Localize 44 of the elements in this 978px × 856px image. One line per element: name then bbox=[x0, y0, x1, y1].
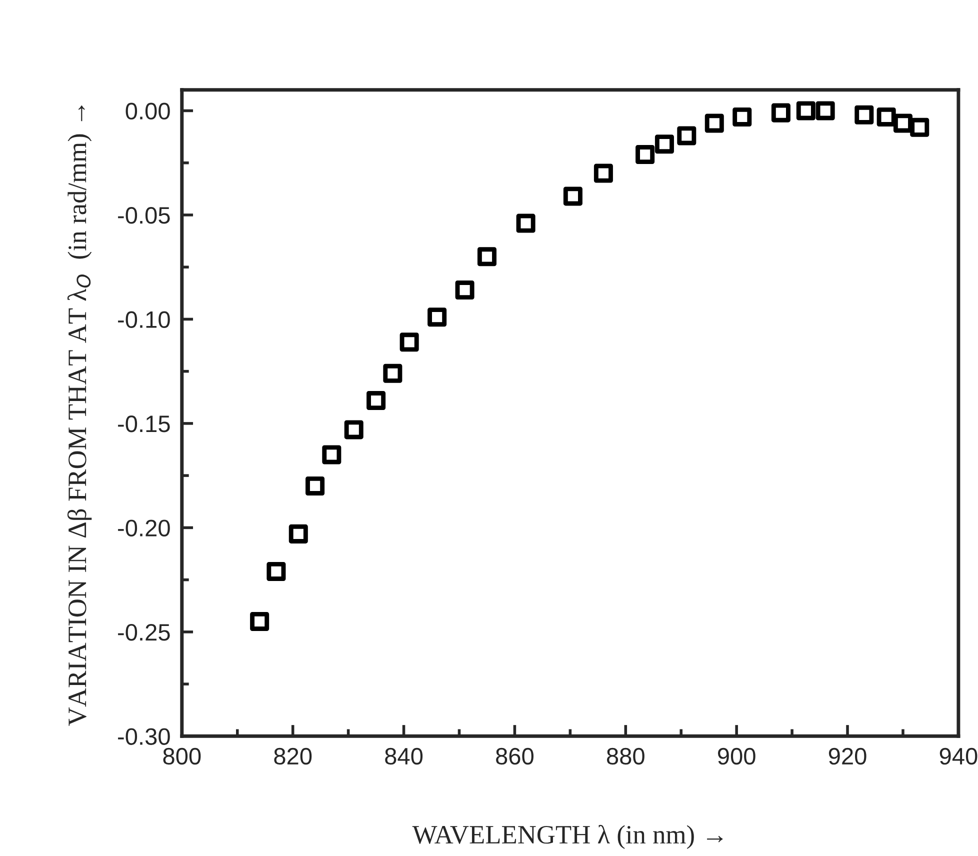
point bbox=[854, 105, 874, 124]
point bbox=[400, 332, 419, 352]
y-tick-label: -0.10 bbox=[118, 311, 170, 328]
y-tick-label: -0.20 bbox=[118, 520, 170, 536]
point bbox=[516, 214, 536, 233]
point bbox=[322, 445, 342, 464]
x-tick-label: 880 bbox=[606, 748, 644, 765]
point bbox=[677, 126, 696, 146]
x-tick-label: 940 bbox=[940, 748, 978, 765]
point bbox=[876, 107, 896, 126]
y-axis-title: VARIATION IN Δβ FROM THAT AT λ$_{O}$ (in rad/mm) → bbox=[67, 106, 92, 726]
y-tick-label: -0.25 bbox=[118, 624, 170, 641]
point bbox=[594, 164, 613, 183]
point bbox=[654, 134, 674, 154]
x-tick-label: 860 bbox=[496, 748, 534, 765]
point bbox=[266, 562, 286, 581]
point bbox=[366, 391, 386, 410]
point bbox=[477, 247, 496, 266]
point bbox=[563, 186, 582, 206]
point bbox=[771, 103, 790, 122]
point bbox=[455, 280, 474, 300]
point bbox=[250, 612, 270, 632]
point bbox=[732, 107, 752, 126]
point bbox=[428, 308, 447, 327]
x-tick-label: 800 bbox=[163, 748, 201, 765]
point bbox=[910, 118, 930, 137]
point bbox=[306, 476, 325, 496]
x-tick-label: 900 bbox=[718, 748, 756, 765]
point bbox=[636, 145, 655, 164]
point bbox=[893, 114, 912, 133]
y-tick-label: -0.05 bbox=[118, 207, 170, 224]
y-tick-label: 0.00 bbox=[126, 102, 170, 120]
point bbox=[816, 101, 835, 120]
point bbox=[704, 114, 724, 133]
x-tick-label: 920 bbox=[828, 748, 866, 765]
point bbox=[344, 420, 364, 440]
x-axis-title: WAVELENGTH λ (in nm) → bbox=[412, 824, 723, 850]
x-tick-label: 840 bbox=[385, 748, 423, 765]
point bbox=[796, 101, 816, 120]
point bbox=[288, 524, 308, 544]
y-tick-label: -0.30 bbox=[118, 728, 170, 745]
y-tick-label: -0.15 bbox=[118, 416, 170, 432]
point bbox=[383, 364, 402, 383]
x-tick-label: 820 bbox=[274, 748, 312, 765]
